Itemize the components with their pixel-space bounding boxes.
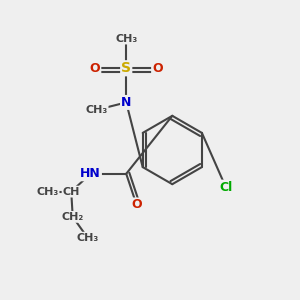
Text: O: O [131,199,142,212]
Text: O: O [90,62,100,75]
Text: O: O [152,62,163,75]
Text: CH₃: CH₃ [36,187,58,196]
Text: N: N [121,96,131,109]
Text: CH₃: CH₃ [85,105,108,115]
Text: S: S [121,61,131,75]
Text: CH: CH [62,187,80,196]
Text: CH₂: CH₂ [61,212,84,222]
Text: HN: HN [80,167,101,180]
Text: Cl: Cl [219,181,232,194]
Text: CH₃: CH₃ [115,34,137,44]
Text: CH₃: CH₃ [76,233,99,243]
